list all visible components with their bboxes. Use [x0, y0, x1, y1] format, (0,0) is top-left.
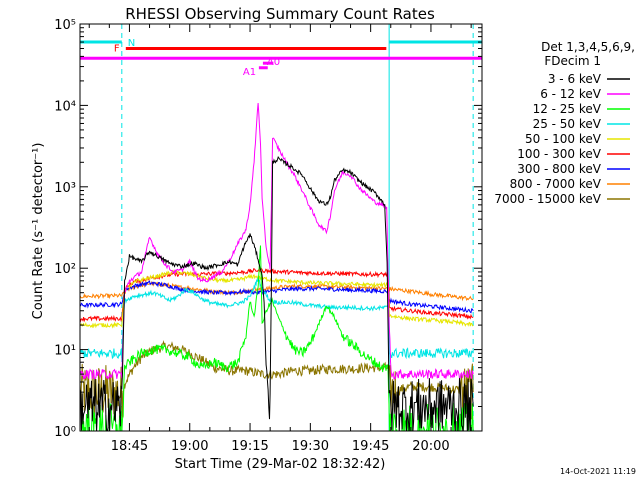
- x-tick-label-4: 19:45: [352, 439, 389, 454]
- legend-label-4: 25 - 50 keV: [533, 117, 602, 131]
- legend-label-8: 800 - 7000 keV: [510, 177, 602, 191]
- plot-lines-layer: [80, 24, 474, 431]
- x-tick-label-5: 20:00: [412, 439, 449, 454]
- axes-layer: 18:45 19:00 19:15 19:30 19:45 20:00 10⁰ 10¹ 10² 1…: [54, 18, 482, 454]
- legend-header-line-2: FDecim 1: [544, 54, 601, 68]
- y-tick-label-5: 10⁵: [54, 18, 76, 33]
- series-line-1: [80, 156, 474, 431]
- y-tick-label-2: 10²: [54, 262, 76, 277]
- legend-label-3: 12 - 25 keV: [533, 102, 602, 116]
- y-axis-label: Count Rate (s⁻¹ detector⁻¹): [31, 143, 46, 320]
- y-tick-label-0: 10⁰: [54, 425, 76, 440]
- flag-label-4: A1: [243, 67, 256, 78]
- legend-label-7: 300 - 800 keV: [517, 162, 601, 176]
- series-line-9: [80, 340, 474, 420]
- x-tick-label-1: 19:00: [171, 439, 208, 454]
- flag-label-0: N: [128, 38, 135, 49]
- flags-layer: NF A0 A1: [80, 38, 482, 78]
- x-tick-label-0: 18:45: [111, 439, 148, 454]
- y-tick-label-1: 10¹: [54, 344, 76, 359]
- legend-label-2: 6 - 12 keV: [540, 87, 602, 101]
- legend-label-9: 7000 - 15000 keV: [494, 192, 601, 206]
- legend-label-5: 50 - 100 keV: [525, 132, 602, 146]
- y-tick-label-3: 10³: [54, 181, 76, 196]
- x-axis-label: Start Time (29-Mar-02 18:32:42): [175, 457, 386, 472]
- y-tick-label-4: 10⁴: [54, 99, 76, 114]
- flag-label-1: F: [114, 44, 120, 55]
- x-tick-label-3: 19:30: [292, 439, 329, 454]
- legend-header-line-1: Det 1,3,4,5,6,9,: [541, 40, 635, 54]
- legend-label-6: 100 - 300 keV: [517, 147, 601, 161]
- series-line-3: [80, 245, 474, 431]
- series-line-5: [80, 269, 474, 329]
- series-line-2: [80, 102, 474, 381]
- legend-label-1: 3 - 6 keV: [548, 72, 602, 86]
- date-stamp: 14-Oct-2021 11:19: [560, 467, 636, 476]
- series-line-7: [80, 280, 474, 314]
- x-tick-label-2: 19:15: [231, 439, 268, 454]
- flag-label-3: A0: [267, 57, 280, 68]
- plot-frame: [79, 23, 483, 432]
- chart-title: RHESSI Observing Summary Count Rates: [125, 5, 435, 23]
